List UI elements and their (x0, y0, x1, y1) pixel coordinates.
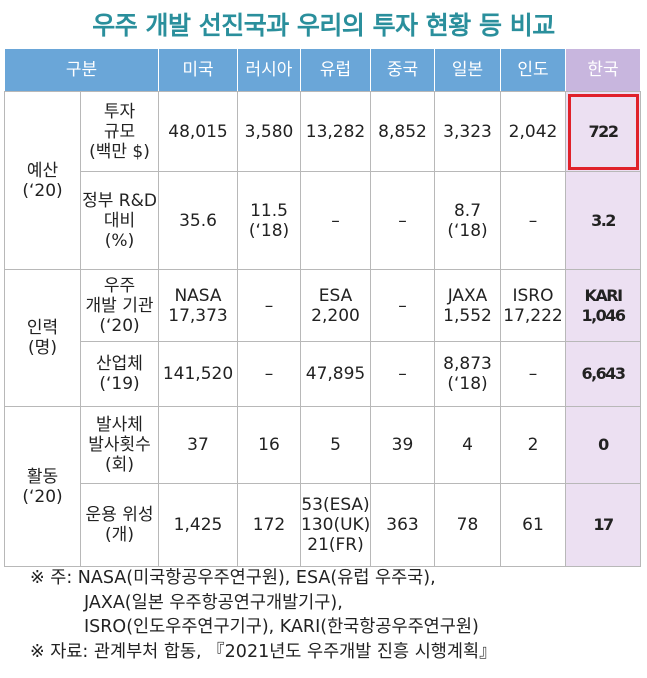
header-cell: 유럽 (300, 48, 371, 92)
data-row: 운용 위성 (개) 1,425 172 53(ESA) 130(UK) 21(FR) 3… (5, 483, 641, 567)
comparison-table: 구분 미국 러시아 유럽 중국 일본 인도 한국 예산 (‘20) 투자 규모 (백만 $) 48,… (4, 48, 641, 567)
cell: ESA 2,200 (300, 269, 371, 342)
cell: 16 (237, 406, 301, 484)
cell: 0 (565, 406, 641, 484)
note-line: JAXA(일본 우주항공연구개발기구), (84, 592, 343, 613)
header-cell: 인도 (500, 48, 566, 92)
note-line: ※ 주: NASA(미국항공우주연구원), ESA(유럽 우주국), (30, 568, 436, 588)
title: 우주 개발 선진국과 우리의 투자 현황 등 비교 (92, 11, 555, 40)
cell: – (500, 171, 566, 270)
cell: – (370, 269, 435, 342)
row-label: 투자 규모 (백만 $) (80, 91, 159, 172)
header-cell: 러시아 (237, 48, 301, 92)
row-label: 발사체 발사횟수 (회) (80, 406, 159, 484)
header-cell: 일본 (434, 48, 501, 92)
note-line: ※ 자료: 관계부처 합동, 『2021년도 우주개발 진흥 시행계획』 (30, 641, 497, 662)
cell: 78 (434, 483, 501, 567)
cell: 13,282 (300, 91, 371, 172)
row-label: 운용 위성 (개) (80, 483, 159, 567)
cell: – (237, 341, 301, 407)
cell: 48,015 (158, 91, 238, 172)
data-row: 예산 (‘20) 투자 규모 (백만 $) 48,015 3,580 13,282 8,8… (4, 91, 641, 270)
cell: – (500, 341, 566, 407)
cell: 1,425 (158, 483, 238, 567)
cell: ISRO 17,222 (500, 269, 566, 342)
cell: 11.5 (‘18) (237, 171, 301, 270)
cell: 8,873 (‘18) (434, 341, 501, 407)
cell: 172 (237, 483, 301, 567)
cell: – (300, 171, 371, 270)
cell: 53(ESA) 130(UK) 21(FR) (300, 483, 371, 567)
cell: JAXA 1,552 (434, 269, 501, 342)
row-label: 우주 개발 기관 (‘20) (80, 269, 159, 342)
header-cell: 한국 (565, 48, 641, 92)
group-label: 인력 (명) (4, 269, 81, 407)
cell: 3.2 (565, 171, 641, 270)
cell: NASA 17,373 (158, 269, 238, 342)
cell: 17 (565, 483, 641, 567)
header-cell: 구분 (4, 48, 159, 92)
cell: 8,852 (370, 91, 435, 172)
row-label: 정부 R&D 대비 (%) (80, 171, 159, 270)
cell: 61 (500, 483, 566, 567)
header-cell: 중국 (370, 48, 435, 92)
cell: 363 (370, 483, 435, 567)
cell: 2 (500, 406, 566, 484)
group-label: 예산 (‘20) (4, 91, 81, 270)
cell: 47,895 (300, 341, 371, 407)
group-label: 활동 (‘20) (4, 406, 81, 567)
header-cell: 미국 (158, 48, 238, 92)
cell: 35.6 (158, 171, 238, 270)
header-row: 구분 미국 러시아 유럽 중국 일본 인도 한국 (4, 48, 641, 92)
cell: 722 (565, 91, 641, 172)
cell: 37 (158, 406, 238, 484)
cell: 8.7 (‘18) (434, 171, 501, 270)
cell: – (370, 171, 435, 270)
cell: 3,323 (434, 91, 501, 172)
cell: 39 (370, 406, 435, 484)
cell: 141,520 (158, 341, 238, 407)
cell: 4 (434, 406, 501, 484)
cell: – (237, 269, 301, 342)
data-row: 활동 (‘20) 발사체 발사횟수 (회) 37 16 5 39 4 2 0 (4, 406, 641, 567)
cell: – (370, 341, 435, 407)
data-row: 정부 R&D 대비 (%) 35.6 11.5 (‘18) – –8.7 (‘18) –3… (5, 171, 641, 270)
cell: 5 (300, 406, 371, 484)
cell: 6,643 (565, 341, 641, 407)
row-label: 산업체 (‘19) (80, 341, 159, 407)
note-line: ISRO(인도우주연구기구), KARI(한국항공우주연구원) (84, 617, 479, 637)
cell: KARI 1,046 (565, 269, 641, 342)
cell: 2,042 (500, 91, 566, 172)
data-row: 인력 (명) 우주 개발 기관 (‘20) NASA 17,373– ESA 2,20… (4, 269, 641, 407)
data-row: 산업체 (‘19) 141,520–47,895–8,873 (‘18) –6,64… (5, 341, 641, 407)
cell: 3,580 (237, 91, 301, 172)
notes: ※ 주: NASA(미국항공우주연구원), ESA(유럽 우주국), JAXA(일… (30, 566, 497, 664)
